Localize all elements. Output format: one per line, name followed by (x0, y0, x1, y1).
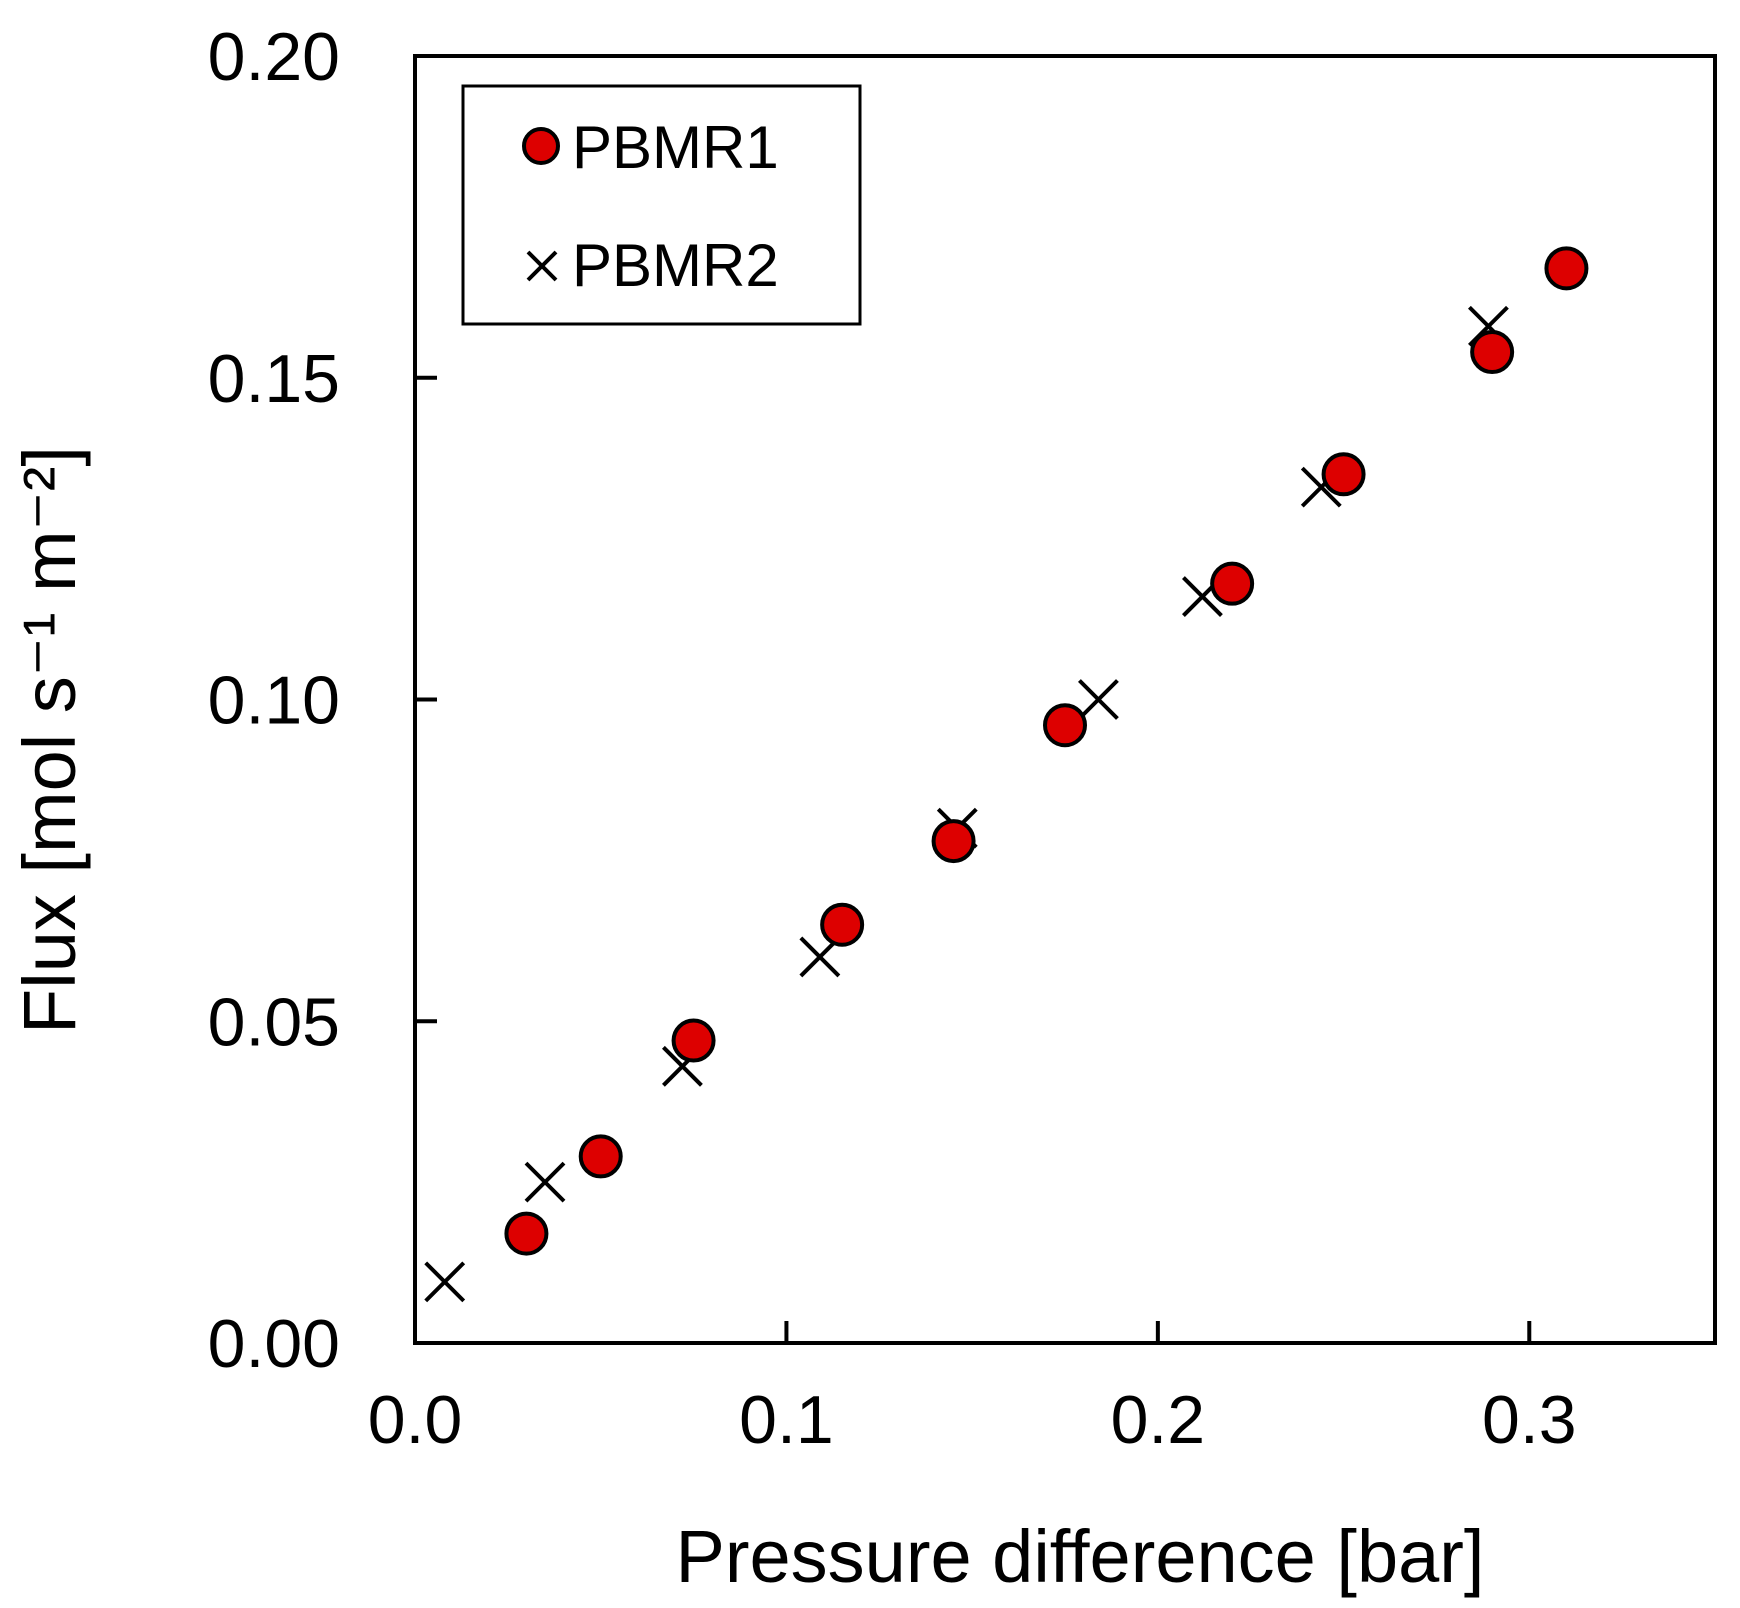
axis-ticks (415, 375, 1532, 1343)
legend-label-pbmr1: PBMR1 (572, 114, 779, 181)
pbmr1-point (671, 1018, 716, 1063)
pbmr1-point (820, 902, 865, 947)
pbmr1-point (931, 819, 976, 864)
y-axis-title: Flux [mol s⁻¹ m⁻²] (8, 446, 91, 1034)
legend: PBMR1 PBMR2 (461, 84, 862, 326)
pbmr1-point (1544, 246, 1589, 291)
axis-tick-labels: 0.0 0.1 0.2 0.3 0.00 0.05 0.10 0.15 0.20 (208, 19, 1577, 1458)
pbmr2-point (524, 1161, 566, 1203)
pbmr1-point (1470, 330, 1515, 375)
legend-marker-pbmr2 (526, 250, 558, 282)
pbmr1-point (1321, 452, 1366, 497)
y-tick-label: 0.20 (208, 19, 340, 95)
pbmr1-point (578, 1134, 623, 1179)
x-tick-label: 0.3 (1482, 1382, 1577, 1458)
pbmr1-point (1210, 561, 1255, 606)
x-tick-label: 0.1 (739, 1382, 834, 1458)
pbmr2-point (424, 1261, 466, 1303)
x-tick-label: 0.2 (1111, 1382, 1206, 1458)
y-tick-label: 0.15 (208, 341, 340, 417)
x-tick-label: 0.0 (368, 1382, 463, 1458)
data-points (424, 246, 1589, 1303)
y-tick-label: 0.10 (208, 663, 340, 739)
y-tick-label: 0.05 (208, 984, 340, 1060)
plot-area-frame (413, 54, 1717, 1345)
legend-label-pbmr2: PBMR2 (572, 232, 779, 299)
pbmr1-point (1043, 703, 1087, 748)
legend-marker-pbmr1 (522, 127, 560, 165)
x-axis-title: Pressure difference [bar] (676, 1515, 1485, 1598)
pbmr1-point (504, 1211, 549, 1256)
y-tick-label: 0.00 (208, 1306, 340, 1382)
legend-box (461, 84, 862, 326)
pbmr2-point (1078, 679, 1119, 720)
